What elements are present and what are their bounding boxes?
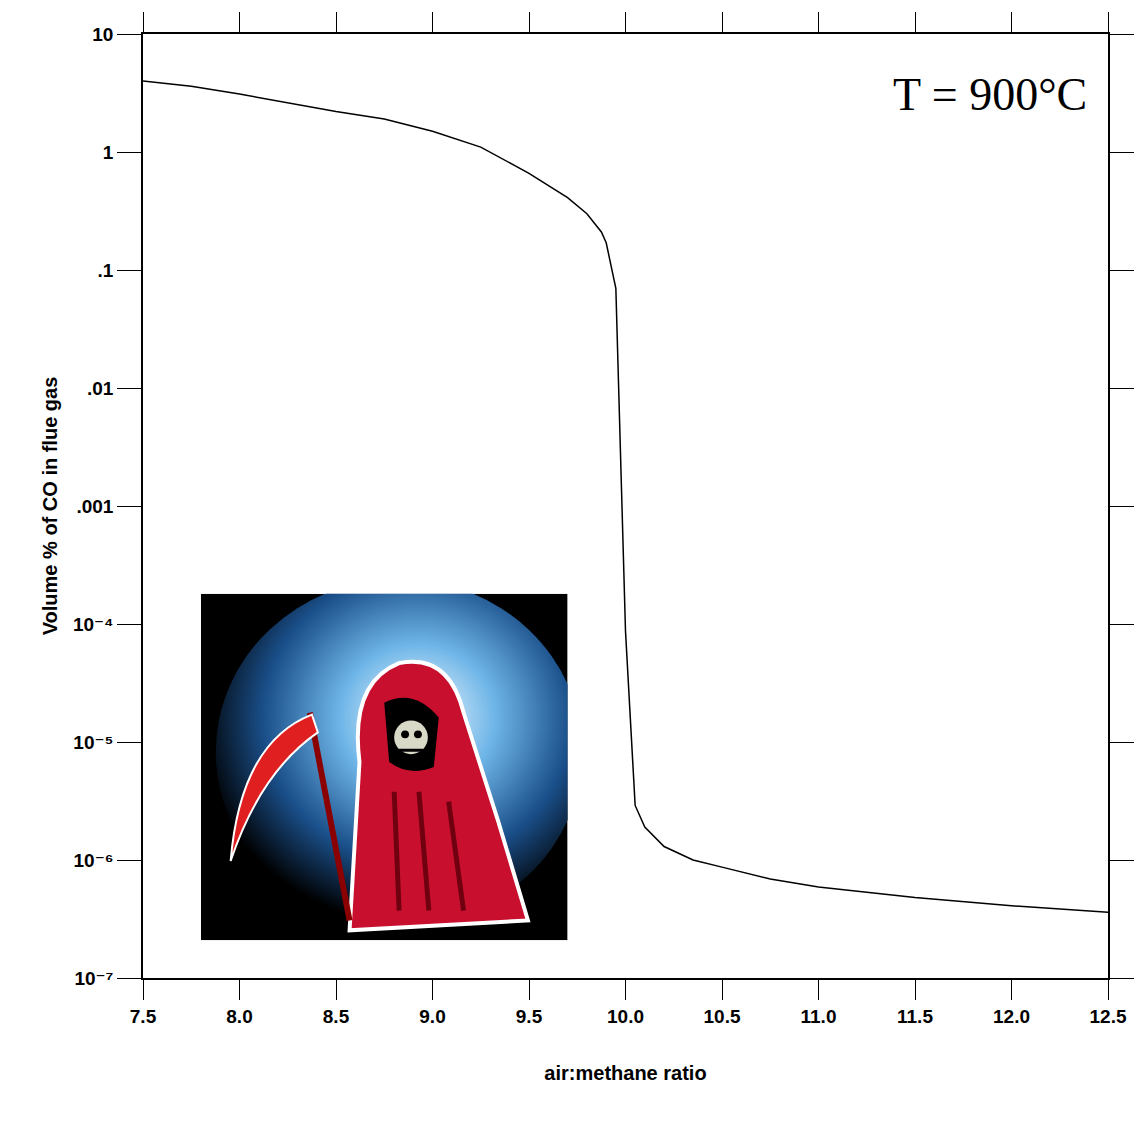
svg-text:11.5: 11.5 [897, 1006, 933, 1027]
svg-text:10⁻⁴: 10⁻⁴ [73, 614, 114, 635]
svg-text:10⁻⁶: 10⁻⁶ [74, 850, 114, 871]
svg-text:Volume % of CO in flue gas: Volume % of CO in flue gas [39, 377, 61, 636]
svg-text:8.5: 8.5 [323, 1006, 350, 1027]
svg-text:10⁻⁷: 10⁻⁷ [74, 968, 113, 989]
svg-text:12.5: 12.5 [1090, 1006, 1127, 1027]
svg-text:10.5: 10.5 [704, 1006, 741, 1027]
svg-text:.01: .01 [87, 378, 114, 399]
svg-text:9.5: 9.5 [516, 1006, 543, 1027]
svg-text:12.0: 12.0 [993, 1006, 1030, 1027]
svg-text:7.5: 7.5 [130, 1006, 157, 1027]
svg-text:.001: .001 [76, 496, 113, 517]
svg-text:10: 10 [92, 24, 113, 45]
svg-text:9.0: 9.0 [419, 1006, 445, 1027]
svg-text:1: 1 [103, 142, 114, 163]
svg-text:8.0: 8.0 [226, 1006, 252, 1027]
svg-text:10⁻⁵: 10⁻⁵ [73, 732, 113, 753]
svg-text:air:methane ratio: air:methane ratio [544, 1062, 706, 1084]
svg-text:10.0: 10.0 [607, 1006, 644, 1027]
svg-text:T = 900°C: T = 900°C [893, 69, 1087, 120]
svg-text:11.0: 11.0 [801, 1006, 837, 1027]
svg-text:.1: .1 [98, 260, 114, 281]
